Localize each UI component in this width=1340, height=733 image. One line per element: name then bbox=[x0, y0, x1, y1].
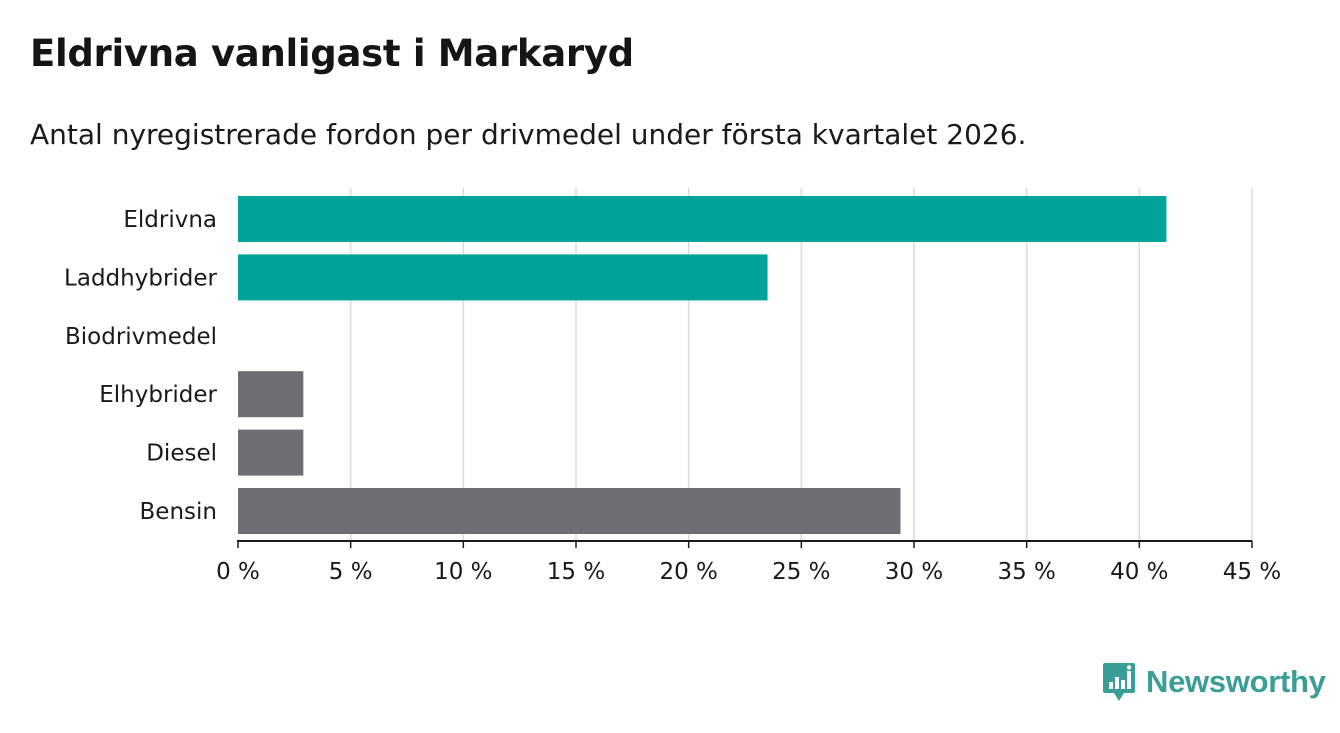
x-axis: 0 % 5 % 10 % 15 % 20 % 25 % 30 % 35 % 40 % 45 % bbox=[216, 540, 1281, 585]
category-label: Laddhybrider bbox=[64, 265, 217, 291]
bar-eldrivna bbox=[238, 196, 1167, 242]
x-tick-label: 25 % bbox=[772, 559, 830, 585]
bar-diesel bbox=[238, 429, 304, 476]
x-tick-label: 15 % bbox=[547, 559, 605, 585]
category-label: Biodrivmedel bbox=[65, 324, 217, 350]
bar-laddhybrider bbox=[238, 254, 768, 301]
x-tick-label: 5 % bbox=[329, 559, 373, 585]
grid-lines bbox=[349, 188, 1253, 541]
bar-elhybrider bbox=[238, 371, 304, 418]
newsworthy-chart-icon bbox=[1103, 663, 1135, 701]
category-labels: Eldrivna Laddhybrider Biodrivmedel Elhybrid… bbox=[64, 207, 217, 525]
category-label: Elhybrider bbox=[99, 382, 217, 408]
x-tick-label: 30 % bbox=[885, 559, 943, 585]
bar-chart: Eldrivna Laddhybrider Biodrivmedel Elhybrid… bbox=[64, 188, 1281, 585]
x-tick-label: 0 % bbox=[216, 559, 260, 585]
x-tick-label: 20 % bbox=[659, 559, 717, 585]
chart-title: Eldrivna vanligast i Markaryd bbox=[30, 32, 634, 75]
x-tick-label: 45 % bbox=[1223, 559, 1281, 585]
x-tick-label: 10 % bbox=[434, 559, 492, 585]
x-tick-label: 40 % bbox=[1110, 559, 1168, 585]
category-label: Eldrivna bbox=[123, 207, 217, 233]
category-label: Diesel bbox=[146, 441, 217, 467]
bar-bensin bbox=[238, 488, 901, 534]
chart-subtitle: Antal nyregistrerade fordon per drivmede… bbox=[30, 118, 1027, 151]
bars bbox=[238, 196, 1167, 534]
newsworthy-logo: Newsworthy bbox=[1102, 660, 1326, 704]
newsworthy-logo-text: Newsworthy bbox=[1146, 664, 1326, 699]
x-tick-label: 35 % bbox=[997, 559, 1055, 585]
category-label: Bensin bbox=[140, 499, 217, 525]
